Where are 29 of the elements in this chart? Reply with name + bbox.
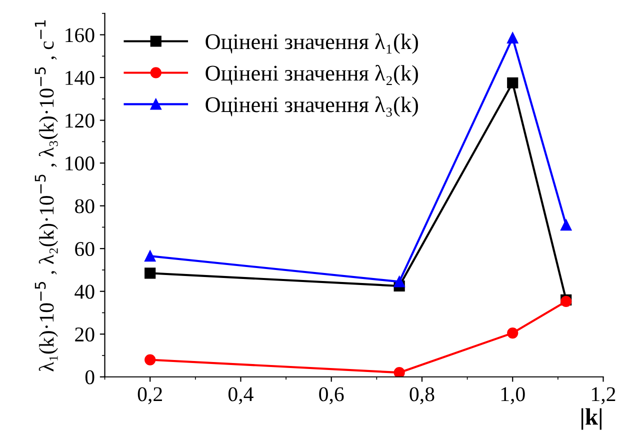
x-tick-label: 0,4	[228, 387, 254, 404]
x-tick-label: 0,6	[319, 387, 344, 404]
y-tick-label: 140	[66, 70, 94, 85]
legend-label: Оцінені значення λ₃(k)	[206, 96, 418, 117]
y-axis-title: λ₁(k)·10$^{−5}$ , λ₂(k)·10$^{−5}$ , λ₃(k)·10$^{−5}$ , с$^{−1}$	[34, 20, 58, 372]
y-tick-label: 120	[66, 114, 94, 128]
x-tick-label: 1,2	[592, 387, 616, 404]
x-tick-label: 0,2	[138, 387, 162, 404]
point	[560, 220, 572, 231]
point	[394, 276, 405, 288]
legend-label: Оцінені значення λ₁(k)	[206, 33, 418, 54]
y-tick-label: 80	[75, 199, 94, 214]
point	[144, 354, 156, 366]
y-tick-label: 160	[66, 28, 94, 42]
point	[394, 367, 405, 377]
point	[144, 268, 156, 279]
y-tick-label: 40	[74, 284, 94, 299]
y-tick-label: 20	[75, 327, 94, 342]
x-axis-title: |k|	[582, 408, 602, 430]
point	[507, 32, 518, 44]
point	[144, 250, 156, 262]
point	[507, 327, 518, 339]
y-tick-label: 0	[85, 370, 94, 384]
x-tick-label: 0,8	[410, 387, 434, 404]
point	[507, 77, 518, 88]
x-tick-label: 1,0	[501, 387, 525, 404]
y-tick-label: 60	[75, 242, 94, 256]
legend-label: Оцінені значення λ₂(k)	[206, 64, 418, 86]
y-tick-label: 100	[66, 156, 94, 170]
